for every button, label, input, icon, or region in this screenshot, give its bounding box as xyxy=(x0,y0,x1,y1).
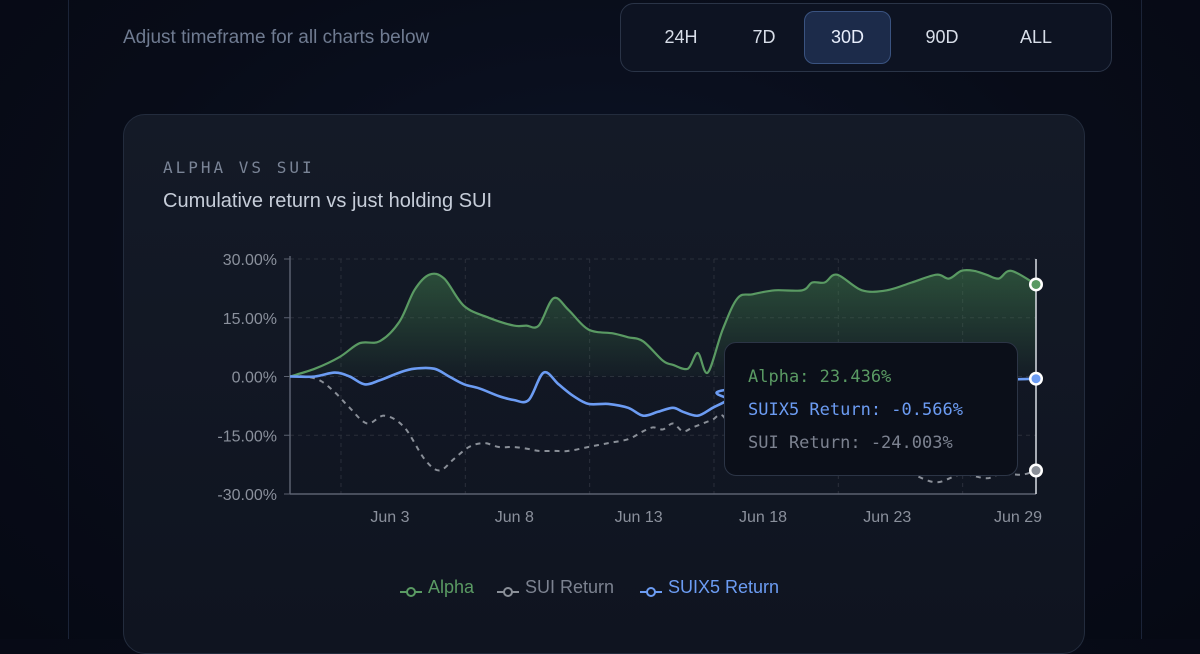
x-tick-label: Jun 18 xyxy=(739,509,787,526)
timeframe-90d-button[interactable]: 90D xyxy=(925,27,959,47)
timeframe-24h-button[interactable]: 24H xyxy=(664,27,698,47)
x-tick-label: Jun 3 xyxy=(370,509,409,526)
x-tick-label: Jun 29 xyxy=(994,509,1042,526)
legend-item-alpha[interactable]: Alpha xyxy=(400,577,474,598)
timeframe-30d-button[interactable]: 30D xyxy=(804,11,891,64)
returns-chart[interactable]: 30.00% 15.00% 0.00% -15.00% -30.00% Jun 3 Jun … xyxy=(0,0,1200,639)
timeframe-label: Adjust timeframe for all charts below xyxy=(123,27,430,48)
legend-suix5-marker xyxy=(640,582,662,597)
legend-suix5-label: SUIX5 Return xyxy=(668,577,780,597)
legend-sui-marker xyxy=(497,582,519,597)
x-tick-label: Jun 23 xyxy=(863,509,911,526)
card-eyebrow: ALPHA VS SUI xyxy=(163,158,315,177)
y-tick-label: -15.00% xyxy=(217,428,277,445)
timeframe-all-button[interactable]: ALL xyxy=(1019,27,1053,47)
hover-tooltip: Alpha: 23.436% SUIX5 Return: -0.566% SUI… xyxy=(724,342,1018,476)
card-subtitle: Cumulative return vs just holding SUI xyxy=(163,190,493,212)
legend-alpha-label: Alpha xyxy=(428,577,475,597)
y-tick-label: 30.00% xyxy=(223,252,277,269)
sui-hover-point xyxy=(1031,466,1041,475)
legend-item-suix5[interactable]: SUIX5 Return xyxy=(640,577,779,598)
x-tick-label: Jun 8 xyxy=(495,509,534,526)
left-frame-rail xyxy=(68,0,69,639)
timeframe-selector: 24H 7D 30D 90D ALL xyxy=(620,3,1112,72)
suix5-return-line xyxy=(289,366,1037,418)
right-frame-rail xyxy=(1141,0,1142,639)
y-tick-label: 15.00% xyxy=(223,311,277,328)
x-tick-label: Jun 13 xyxy=(615,509,663,526)
suix5-hover-point xyxy=(1031,374,1041,384)
tooltip-suix5: SUIX5 Return: -0.566% xyxy=(748,400,963,420)
legend-item-sui[interactable]: SUI Return xyxy=(497,577,614,598)
legend-alpha-marker xyxy=(400,582,422,597)
timeframe-7d-button[interactable]: 7D xyxy=(752,27,776,47)
y-tick-label: 0.00% xyxy=(232,370,277,387)
alpha-hover-point xyxy=(1031,279,1041,289)
tooltip-alpha: Alpha: 23.436% xyxy=(748,367,892,387)
y-tick-label: -30.00% xyxy=(217,487,277,504)
alpha-line xyxy=(289,268,1037,378)
tooltip-sui: SUI Return: -24.003% xyxy=(748,433,953,453)
legend-sui-label: SUI Return xyxy=(525,577,615,597)
